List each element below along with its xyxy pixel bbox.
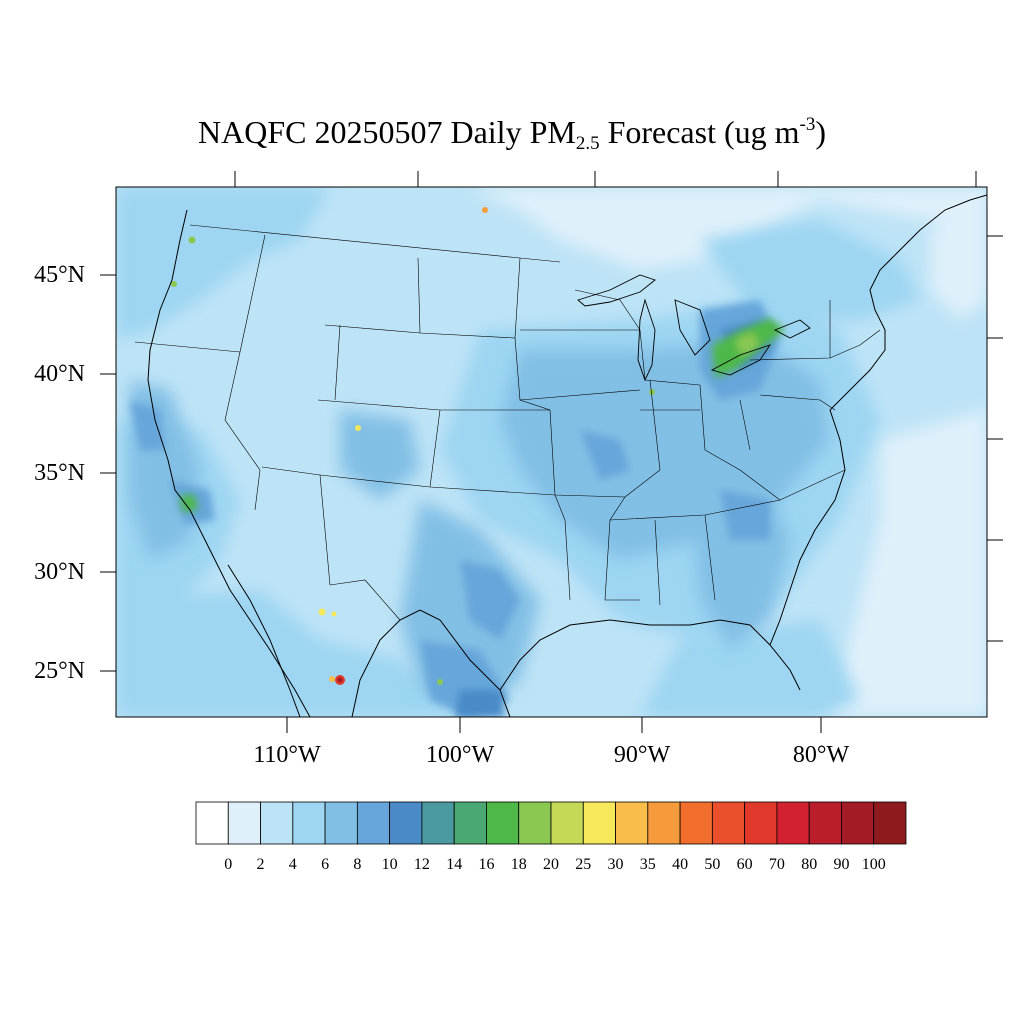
colorbar-box: [582, 801, 616, 845]
concentration-field: [116, 187, 987, 717]
colorbar-tick-label: 30: [607, 856, 624, 873]
colorbar-tick-label: 14: [446, 856, 463, 873]
colorbar-tick-label: 10: [381, 856, 398, 873]
lon-label-80w: 80°W: [792, 742, 850, 768]
colorbar-box: [518, 801, 552, 845]
lat-label-30: 30°N: [34, 559, 85, 585]
axis-ticks: [100, 171, 1003, 733]
colorbar-tick-label: 2: [256, 856, 265, 873]
lon-label-110w: 110°W: [253, 742, 321, 768]
colorbar-box: [260, 801, 294, 845]
colorbar-tick-label: 20: [543, 856, 559, 873]
colorbar-tick-label: 90: [833, 856, 850, 873]
lat-label-40: 40°N: [34, 361, 85, 387]
colorbar-box: [744, 801, 778, 845]
colorbar-box: [615, 801, 649, 845]
colorbar-tick-label: 25: [575, 856, 592, 873]
colorbar-tick-label: 18: [510, 856, 527, 873]
colorbar-tick-label: 40: [672, 856, 689, 873]
colorbar-box: [776, 801, 810, 845]
colorbar-box: [421, 801, 455, 845]
colorbar-tick-label: 70: [768, 856, 785, 873]
colorbar-tick-label: 50: [704, 856, 721, 873]
colorbar-box: [227, 801, 261, 845]
lon-label-90w: 90°W: [613, 742, 671, 768]
state-borders: [134, 224, 881, 621]
colorbar-tick-label: 0: [224, 856, 233, 873]
lon-label-100w: 100°W: [425, 742, 495, 768]
colorbar-tick-label: 16: [478, 856, 495, 873]
colorbar-box: [292, 801, 326, 845]
colorbar-tick-label: 8: [353, 856, 362, 873]
colorbar-box: [841, 801, 875, 845]
colorbar-box: [679, 801, 713, 845]
great-lakes: [577, 274, 811, 382]
map-frame: [115, 186, 988, 718]
lat-label-35: 35°N: [34, 460, 85, 486]
colorbar-tick-label: 12: [413, 856, 430, 873]
colorbar-box: [873, 801, 907, 845]
colorbar-box: [195, 801, 229, 845]
hotspots: [171, 207, 655, 685]
coastlines: [147, 194, 987, 717]
colorbar-box: [453, 801, 487, 845]
colorbar-box: [389, 801, 423, 845]
colorbar-box: [808, 801, 842, 845]
lat-label-45: 45°N: [34, 262, 85, 288]
colorbar: [195, 801, 907, 845]
colorbar-tick-label: 35: [639, 856, 656, 873]
colorbar-box: [324, 801, 358, 845]
colorbar-tick-label: 6: [321, 856, 330, 873]
colorbar-tick-label: 80: [801, 856, 818, 873]
chart-title: NAQFC 20250507 Daily PM2.5 Forecast (ug …: [198, 114, 826, 154]
colorbar-box: [711, 801, 746, 845]
colorbar-tick-label: 4: [288, 856, 297, 873]
colorbar-box: [647, 801, 681, 845]
lat-label-25: 25°N: [34, 658, 85, 684]
colorbar-box: [550, 801, 584, 845]
colorbar-box: [356, 801, 391, 845]
colorbar-tick-label: 100: [861, 856, 886, 873]
colorbar-box: [486, 801, 520, 845]
colorbar-tick-label: 60: [736, 856, 753, 873]
